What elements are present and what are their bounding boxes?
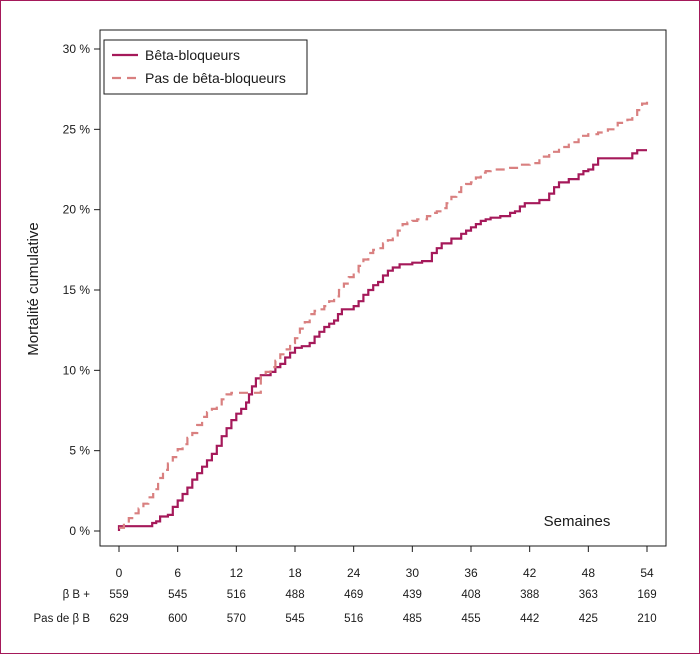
risk-cell: 516 [227,589,246,601]
risk-cell: 545 [168,589,187,601]
risk-cell: 629 [109,613,128,625]
x-tick-label: 18 [288,566,302,580]
x-tick-label: 54 [640,566,654,580]
series-line-beta [117,149,647,531]
y-tick-label: 10 % [63,363,91,377]
risk-cell: 455 [461,613,480,625]
x-axis: 0 6 12 18 24 30 36 42 48 54 [116,546,654,580]
series-line-no-beta [119,97,649,529]
risk-cell: 442 [520,613,539,625]
legend-label-no-beta: Pas de bêta-bloqueurs [145,70,286,86]
risk-cell: 570 [227,613,246,625]
y-tick-label: 5 % [69,444,90,458]
risk-cell: 388 [520,589,539,601]
y-tick-label: 20 % [63,203,91,217]
risk-cell: 439 [403,589,422,601]
x-tick-label: 48 [582,566,596,580]
risk-row-label: β B + [63,589,91,601]
x-tick-label: 0 [116,566,123,580]
y-tick-label: 15 % [63,283,91,297]
risk-cell: 425 [579,613,598,625]
risk-cell: 600 [168,613,187,625]
y-tick-label: 30 % [63,42,91,56]
risk-row-label: Pas de β B [34,613,91,625]
risk-cell: 210 [637,613,656,625]
risk-cell: 559 [109,589,128,601]
plot-area [99,29,667,547]
y-tick-label: 0 % [69,524,90,538]
risk-cell: 545 [285,613,304,625]
legend: Bêta-bloqueurs Pas de bêta-bloqueurs [103,39,308,95]
x-tick-label: 12 [230,566,244,580]
risk-cell: 408 [461,589,480,601]
series-lines [117,97,649,531]
risk-cell: 485 [403,613,422,625]
x-tick-label: 42 [523,566,537,580]
x-tick-label: 30 [406,566,420,580]
risk-cell: 169 [637,589,656,601]
x-tick-label: 6 [174,566,181,580]
risk-table: β B + 559 545 516 488 469 439 408 388 363 169 Pas d… [34,589,657,625]
x-axis-annotation: Semaines [544,513,611,530]
legend-label-beta: Bêta-bloqueurs [145,47,240,63]
y-tick-label: 25 % [63,122,91,136]
y-axis: 0 % 5 % 10 % 15 % 20 % 25 % 30 % [63,42,100,538]
legend-box [103,39,308,95]
risk-cell: 516 [344,613,363,625]
y-axis-label: Mortalité cumulative [25,222,42,355]
x-tick-label: 24 [347,566,361,580]
x-tick-label: 36 [464,566,478,580]
risk-cell: 469 [344,589,363,601]
risk-cell: 363 [579,589,598,601]
risk-cell: 488 [285,589,304,601]
